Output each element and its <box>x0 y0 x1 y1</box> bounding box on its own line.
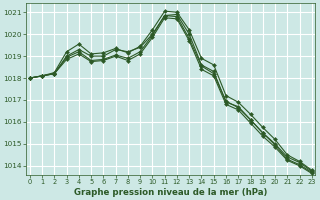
X-axis label: Graphe pression niveau de la mer (hPa): Graphe pression niveau de la mer (hPa) <box>74 188 268 197</box>
